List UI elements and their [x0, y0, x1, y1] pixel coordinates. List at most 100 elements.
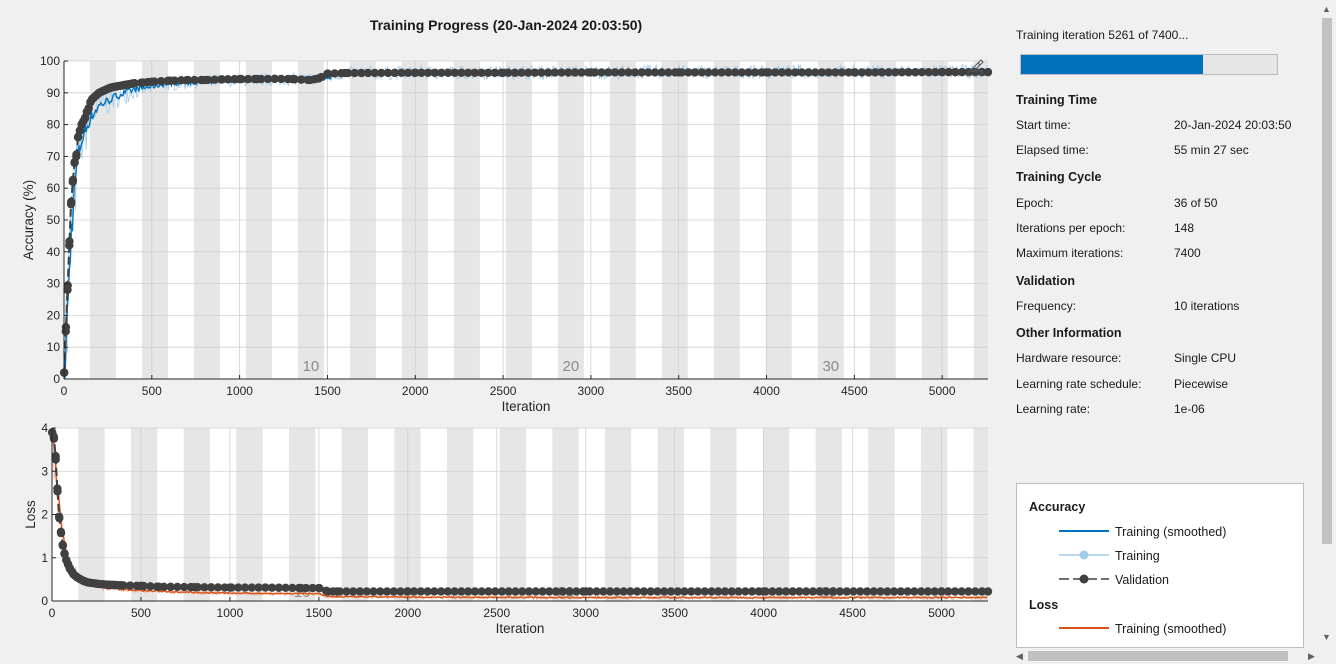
validation-point [653, 587, 662, 596]
validation-point [498, 68, 508, 77]
validation-point [876, 587, 885, 596]
epoch-label: 20 [563, 358, 580, 375]
validation-point [147, 77, 157, 86]
validation-point [101, 580, 110, 589]
validation-point [80, 114, 90, 123]
scroll-right-icon[interactable]: ▶ [1308, 651, 1315, 661]
epoch-label: 30 [822, 358, 839, 375]
validation-point [704, 68, 713, 77]
training-smoothed-line [51, 438, 988, 600]
validation-point [971, 67, 980, 77]
validation-point [545, 587, 554, 596]
training-cycle-heading: Training Cycle [1016, 170, 1102, 184]
legend-accuracy-training: Training [1115, 549, 1160, 563]
validation-point [734, 587, 743, 596]
validation-point [844, 68, 853, 77]
horizontal-scroll-thumb[interactable] [1028, 651, 1288, 661]
validation-point [531, 587, 540, 596]
x-tick-label: 2500 [490, 384, 517, 398]
validation-point [983, 587, 993, 596]
validation-point [599, 587, 608, 596]
validation-point [824, 68, 833, 77]
validation-point [896, 587, 906, 596]
validation-point [450, 587, 459, 596]
validation-point [944, 67, 953, 77]
y-tick-label: 100 [40, 54, 60, 68]
validation-point [957, 587, 966, 596]
validation-point [497, 587, 507, 596]
validation-point [558, 587, 567, 596]
elapsed-time-row: Elapsed time: 55 min 27 sec [1016, 143, 1249, 157]
validation-point [744, 68, 753, 77]
export-plot-icon[interactable] [965, 58, 987, 78]
validation-point [314, 583, 324, 593]
validation-point [862, 587, 872, 596]
x-tick-label: 5000 [928, 606, 955, 620]
validation-point [884, 68, 893, 77]
horizontal-scrollbar[interactable]: ◀ ▶ [1016, 648, 1318, 664]
x-tick-label: 2500 [483, 606, 510, 620]
validation-point [795, 587, 804, 596]
validation-point [470, 68, 480, 77]
validation-point [63, 285, 72, 295]
y-axis-label: Loss [23, 500, 38, 529]
validation-point [118, 581, 128, 590]
validation-point [910, 587, 919, 596]
validation-point [437, 68, 446, 77]
validation-point [687, 587, 696, 596]
progress-bar [1020, 54, 1278, 75]
validation-point [864, 68, 873, 77]
validation-point [931, 67, 940, 77]
y-tick-label: 2 [41, 508, 48, 522]
scroll-down-icon[interactable]: ▼ [1322, 632, 1331, 642]
validation-point [53, 484, 62, 493]
loss-chart: 1020300123405001000150020002500300035004… [23, 421, 993, 636]
validation-point [822, 587, 831, 596]
legend: Accuracy Training (smoothed) Training Va… [1016, 483, 1304, 648]
validation-point [720, 587, 730, 596]
start-time-value: 20-Jan-2024 20:03:50 [1174, 118, 1292, 132]
validation-point [56, 527, 66, 536]
validation-point [281, 583, 290, 593]
validation-point [831, 68, 840, 77]
vertical-scrollbar[interactable]: ▲ ▼ [1318, 0, 1336, 664]
scroll-left-icon[interactable]: ◀ [1016, 651, 1023, 661]
vertical-scroll-thumb[interactable] [1322, 18, 1332, 544]
y-tick-label: 0 [41, 594, 48, 608]
legend-loss-heading: Loss [1029, 598, 1059, 612]
validation-point [165, 76, 174, 85]
validation-point [770, 68, 780, 77]
validation-point [815, 587, 824, 596]
validation-point [801, 587, 811, 596]
validation-point [835, 587, 845, 596]
validation-point [784, 68, 793, 77]
validation-point [759, 587, 768, 596]
validation-point [977, 587, 987, 596]
validation-point [423, 68, 433, 77]
validation-point [639, 587, 649, 596]
validation-point [390, 68, 399, 78]
validation-point [382, 587, 392, 596]
validation-point [92, 579, 101, 588]
validation-point [504, 587, 513, 596]
validation-point [804, 68, 813, 77]
validation-point [551, 587, 561, 596]
validation-point [125, 581, 135, 590]
validation-point [630, 68, 640, 77]
x-tick-label: 3500 [661, 606, 688, 620]
hardware-label: Hardware resource: [1016, 351, 1122, 365]
validation-point [457, 587, 466, 596]
validation-point [450, 68, 459, 77]
validation-point [747, 587, 757, 596]
validation-point [342, 587, 351, 596]
validation-point [850, 68, 859, 77]
validation-point [154, 582, 163, 591]
scroll-up-icon[interactable]: ▲ [1322, 4, 1331, 14]
legend-loss-smoothed: Training (smoothed) [1115, 622, 1227, 636]
validation-point [937, 587, 946, 596]
validation-point [210, 75, 219, 84]
validation-point [121, 80, 130, 90]
validation-point [376, 587, 385, 596]
validation-point [572, 587, 581, 596]
x-tick-label: 3000 [578, 384, 605, 398]
